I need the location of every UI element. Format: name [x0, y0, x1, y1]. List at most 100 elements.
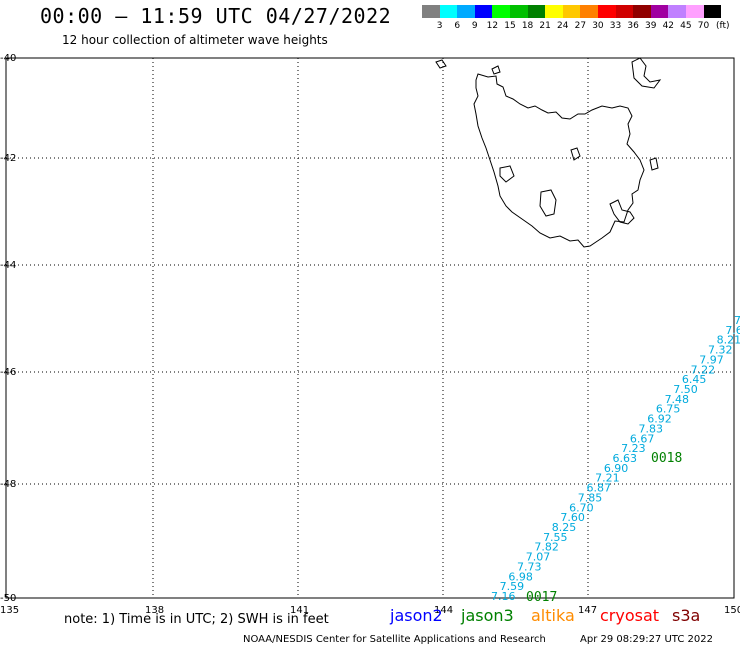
wave-height-value: 7.22 [691, 363, 716, 376]
flinders-island [631, 57, 662, 89]
latitude-label: -44 [0, 260, 16, 271]
page-title: 00:00 – 11:59 UTC 04/27/2022 [40, 4, 392, 28]
credit-text: NOAA/NESDIS Center for Satellite Applica… [243, 634, 546, 645]
satellite-jason3: jason3 [461, 606, 514, 625]
wave-height-value: 7.48 [665, 393, 690, 406]
altimeter-track: 7.167.596.987.737.077.827.558.257.606.70… [491, 314, 740, 603]
legend-swatch [668, 5, 686, 18]
longitude-label: 135 [0, 605, 19, 616]
legend-label: 21 [539, 21, 551, 31]
legend-label: 70 [697, 21, 710, 31]
wave-height-value: 6.75 [656, 403, 681, 416]
longitude-label: 144 [434, 605, 453, 616]
wave-height-value: 7.60 [560, 511, 585, 524]
maria-island [649, 157, 659, 171]
bruny-island [609, 199, 635, 225]
legend-swatch [562, 5, 581, 18]
color-scale-legend [422, 5, 722, 18]
legend-swatch [703, 5, 722, 18]
wave-height-value: 7.07 [526, 551, 551, 564]
wave-height-value: 8.25 [552, 521, 577, 534]
pass-number-label: 0018 [651, 451, 682, 466]
legend-label: 36 [627, 21, 639, 31]
legend-label: 27 [574, 21, 587, 31]
small-island-2 [491, 65, 501, 75]
legend-label: 45 [680, 21, 692, 31]
legend-swatch [527, 5, 546, 18]
legend-label: 3 [436, 21, 443, 31]
legend-swatch [597, 5, 616, 18]
wave-height-value: 7.32 [708, 344, 733, 357]
wave-height-value: 7.59 [500, 580, 525, 593]
longitude-label: 150 [724, 605, 740, 616]
latitude-label: -40 [0, 53, 16, 64]
latitude-label: -50 [0, 593, 16, 604]
satellite-jason2: jason2 [390, 606, 443, 625]
legend-swatch [685, 5, 704, 18]
legend-swatch [580, 5, 598, 18]
satellite-s3a: s3a [672, 606, 701, 625]
satellite-altika: altika [531, 606, 575, 625]
wave-height-value: 6.92 [647, 413, 672, 426]
wave-height-value: 6.87 [586, 482, 611, 495]
legend-label: 24 [557, 21, 569, 31]
longitude-label: 147 [578, 605, 597, 616]
legend-label: 39 [644, 21, 657, 31]
wave-height-value: 8.21 [717, 334, 740, 347]
legend-label: 9 [471, 21, 478, 31]
units-note: note: 1) Time is in UTC; 2) SWH is in fe… [64, 612, 329, 627]
wave-height-value: 7.55 [543, 531, 568, 544]
legend-swatch [650, 5, 669, 18]
legend-swatch [545, 5, 563, 18]
legend-label: 42 [662, 21, 675, 31]
small-island-1 [435, 59, 447, 69]
lake-3 [499, 165, 515, 183]
wave-height-value: 7.50 [673, 383, 698, 396]
lake-1 [570, 147, 581, 161]
wave-height-value: 7. [734, 314, 740, 327]
latitude-label: -42 [0, 153, 16, 164]
wave-height-value: 6.90 [604, 462, 629, 475]
longitude-label: 141 [290, 605, 309, 616]
legend-label: 6 [454, 21, 461, 31]
legend-swatch [439, 5, 458, 18]
legend-swatch [615, 5, 634, 18]
wave-height-value: 7.6 [725, 324, 740, 337]
legend-swatch [492, 5, 510, 18]
wave-height-value: 7.21 [595, 472, 620, 485]
wave-height-value: 7.82 [534, 541, 559, 554]
latitude-labels: -40 -42 -44 -46 -48 -50 [0, 53, 16, 604]
wave-height-value: 7.23 [621, 442, 646, 455]
wave-height-value: 6.67 [630, 432, 655, 445]
satellite-cryosat: cryosat [600, 606, 660, 625]
legend-label: 30 [592, 21, 604, 31]
legend-label: 18 [521, 21, 534, 31]
timestamp: Apr 29 08:29:27 UTC 2022 [580, 634, 713, 645]
legend-swatch [422, 5, 440, 18]
legend-swatch [457, 5, 475, 18]
longitude-labels: 135 138 141 144 147 150 [0, 605, 740, 616]
wave-height-value: 7.73 [517, 560, 542, 573]
pass-number-label: 0017 [526, 590, 557, 605]
wave-height-value: 7.97 [699, 353, 724, 366]
wave-height-value: 6.45 [682, 373, 707, 386]
latitude-label: -46 [0, 367, 16, 378]
legend-label: 12 [486, 21, 499, 31]
legend-label: 33 [609, 21, 622, 31]
wave-height-value: 7.85 [578, 491, 603, 504]
longitude-label: 138 [145, 605, 164, 616]
pass-labels: 0017 0018 [526, 451, 682, 605]
map-frame [5, 57, 735, 599]
color-scale-labels: 3 6 9 12 15 18 21 24 27 30 33 36 39 42 45 70 [422, 21, 712, 31]
graticule [6, 57, 734, 598]
page-subtitle: 12 hour collection of altimeter wave hei… [62, 33, 328, 47]
latitude-label: -48 [0, 479, 16, 490]
legend-label: 15 [504, 21, 516, 31]
legend-swatch [509, 5, 528, 18]
tasmania-coastline [473, 73, 645, 248]
wave-height-value: 7.83 [639, 422, 664, 435]
legend-unit: (ft) [716, 21, 730, 31]
wave-height-value: 7.16 [491, 590, 516, 603]
legend-swatch [474, 5, 493, 18]
